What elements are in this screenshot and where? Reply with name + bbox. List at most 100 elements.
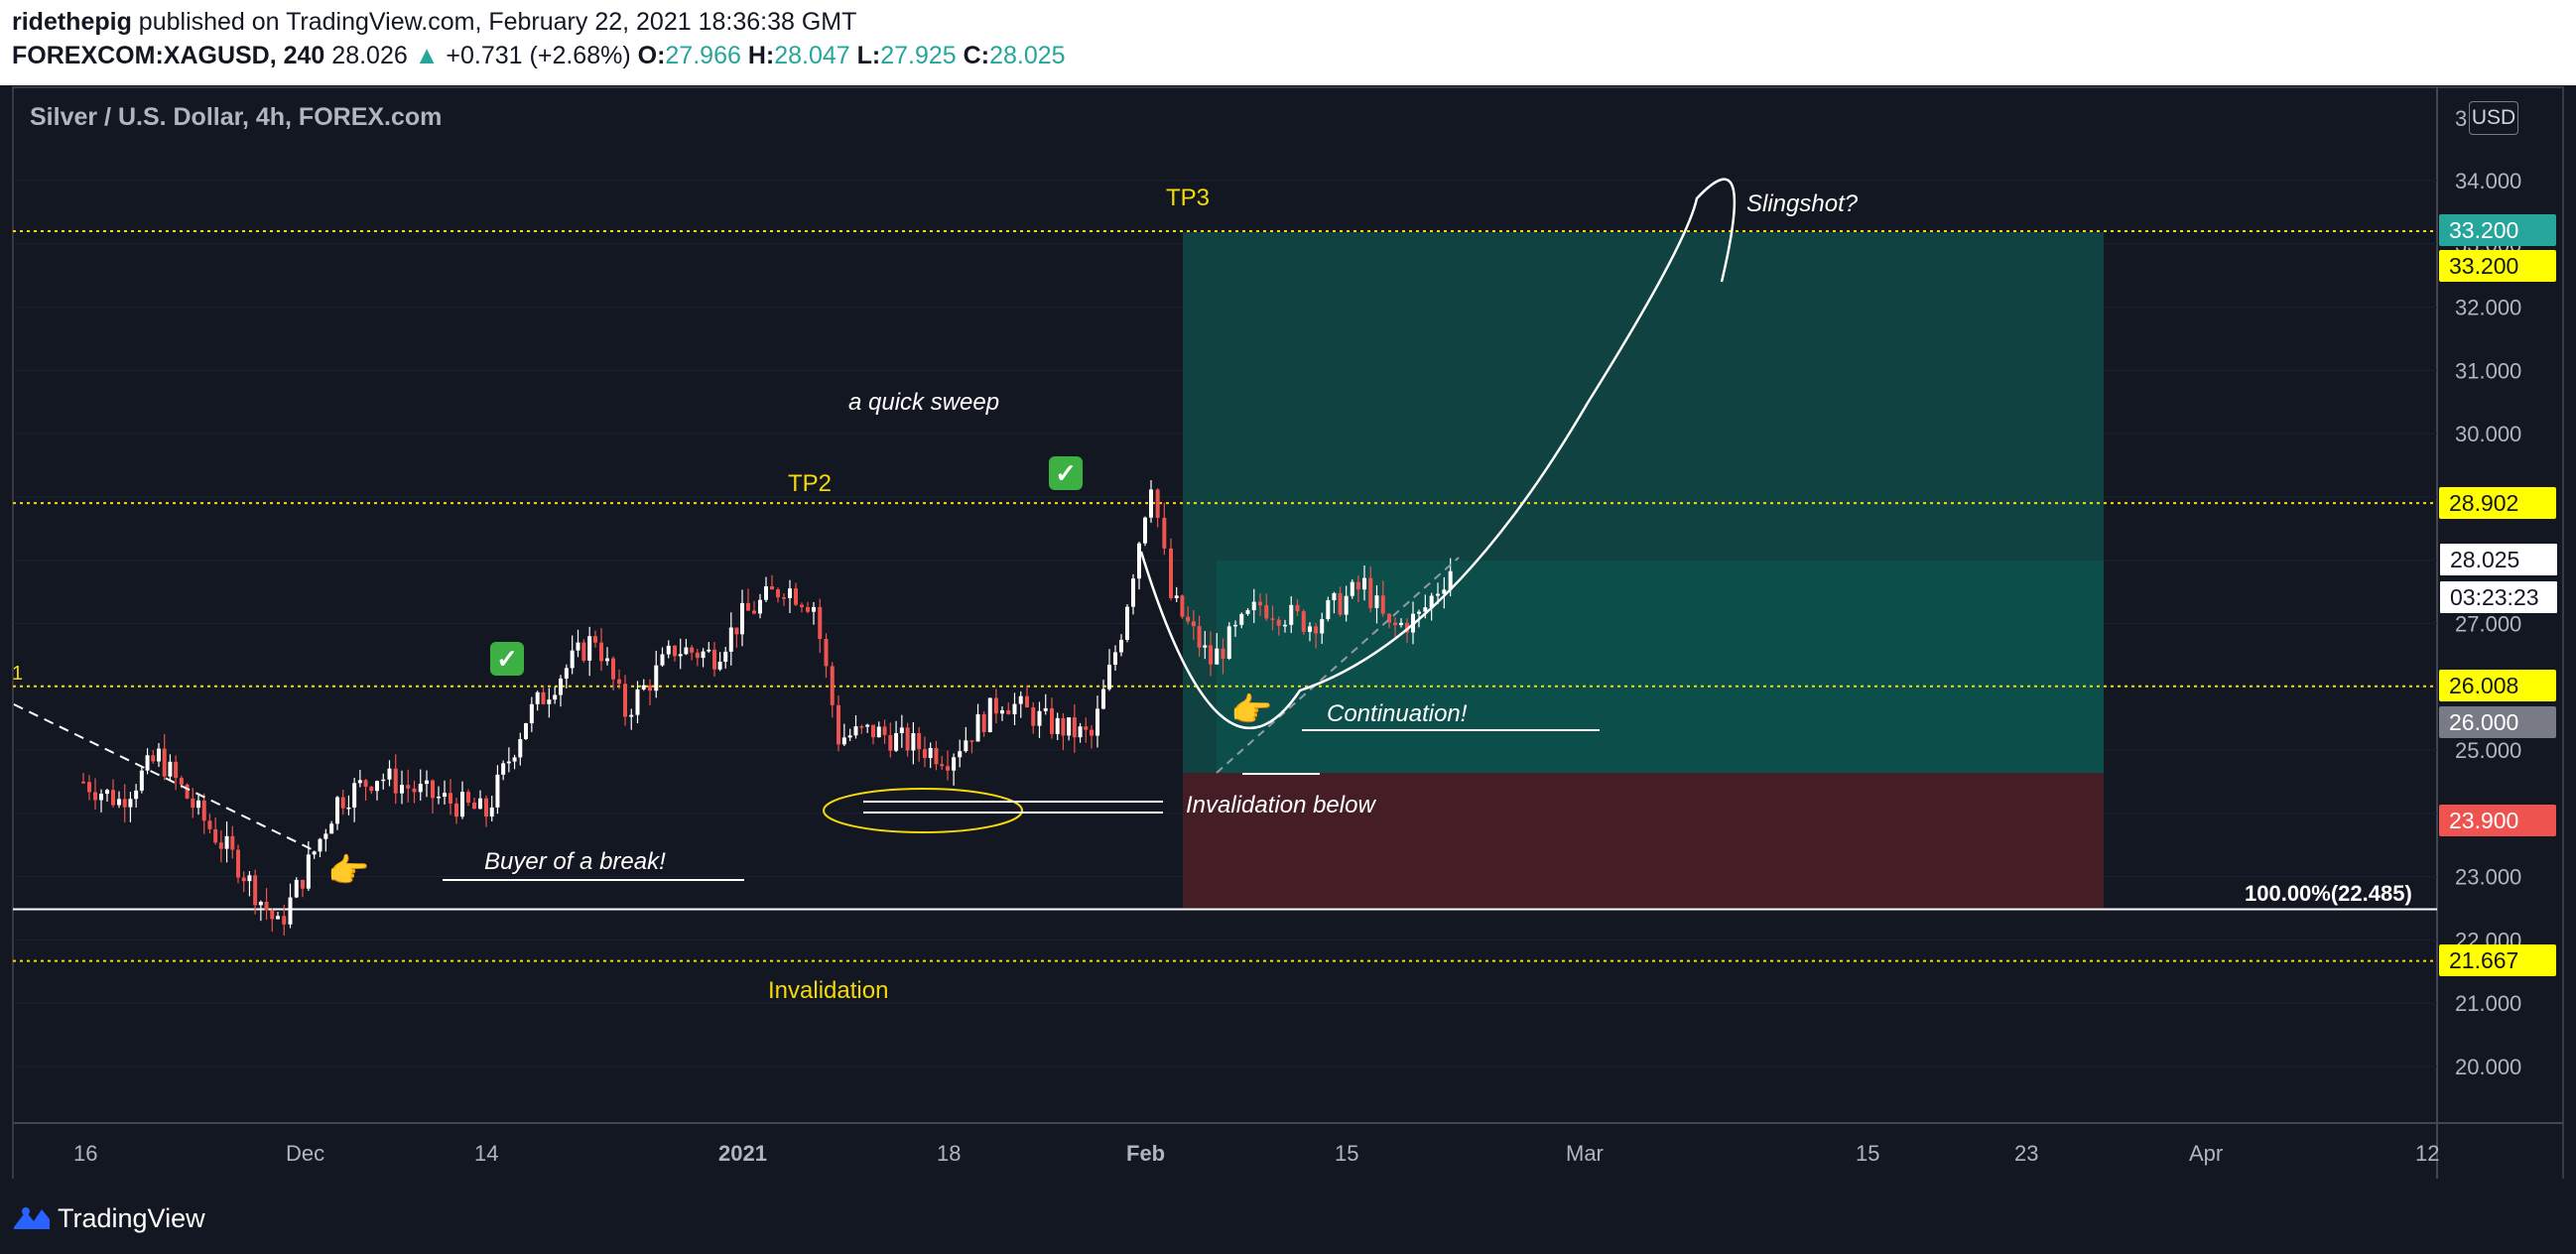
stop-zone [1183, 773, 2104, 908]
candle-body [940, 764, 945, 767]
candle-body [1119, 639, 1123, 653]
candle-body [800, 604, 804, 607]
open-label: O: [637, 42, 666, 69]
candle-body [134, 790, 139, 800]
candle-body [1203, 645, 1208, 648]
tp2-level-tag: 28.902 [2439, 487, 2556, 519]
chart-canvas[interactable]: 334.00033.00032.00031.00030.00029.00028.… [0, 85, 2576, 1179]
candle-body [987, 697, 992, 733]
candle-body [81, 781, 85, 784]
entry-level-tag: 26.008 [2439, 670, 2556, 701]
candle-body [899, 727, 904, 734]
candle-body [1084, 726, 1089, 730]
dashed-channel-line[interactable] [1216, 557, 1460, 774]
candle-body [529, 703, 534, 724]
candle-body [922, 749, 927, 759]
candle-body [1169, 548, 1173, 598]
slingshot-curve[interactable] [1139, 178, 1737, 730]
check-mark-icon: ✓ [490, 642, 524, 676]
candle-body [1067, 717, 1072, 736]
candle-body [218, 842, 223, 849]
candle-body [782, 597, 786, 599]
candle-body [1239, 613, 1244, 625]
candle-body [352, 783, 357, 808]
candle-body [105, 790, 109, 795]
candle-body [812, 606, 816, 612]
candle-body [1055, 717, 1060, 734]
candle-body [723, 651, 728, 662]
author-name[interactable]: ridethepig [12, 8, 132, 36]
time-tick: 12 [2415, 1141, 2440, 1166]
candle-body [1289, 604, 1294, 625]
candle-body [111, 790, 115, 806]
candle-body [431, 780, 435, 799]
candle-body [1006, 709, 1011, 714]
price-tick-label: 21.000 [2455, 991, 2521, 1016]
candle-body [1197, 626, 1202, 648]
candle-body [207, 820, 212, 829]
high-value: 28.047 [774, 42, 850, 69]
price-tick-label: 31.000 [2455, 358, 2521, 383]
candle-body [587, 636, 592, 661]
candle-body [425, 780, 429, 785]
candle-body [443, 793, 447, 797]
candle-body [512, 757, 517, 762]
candle-body [734, 627, 739, 635]
bar-countdown-tag: 03:23:23 [2439, 580, 2558, 614]
candle-body [728, 627, 733, 652]
candle-body [87, 782, 91, 793]
candle-body [270, 910, 275, 920]
candle-body [576, 642, 580, 651]
currency-button[interactable]: USD [2469, 101, 2518, 135]
candle-body [707, 649, 711, 652]
candle-body [495, 774, 500, 808]
time-tick: 18 [937, 1141, 962, 1166]
candle-body [1125, 606, 1129, 640]
candle-body [1061, 717, 1066, 736]
publish-info: published on TradingView.com, February 2… [138, 8, 857, 36]
candle-body [1405, 622, 1409, 633]
candle-body [876, 726, 881, 738]
candle-body [1436, 593, 1440, 596]
candle-body [318, 838, 322, 852]
price-tick-label: 30.000 [2455, 422, 2521, 446]
candle-body [241, 877, 246, 882]
candle-body [764, 586, 768, 600]
candle-body [437, 796, 441, 799]
candle-body [1155, 489, 1160, 518]
tradingview-brand[interactable]: TradingView [12, 1198, 205, 1238]
candle-body [489, 807, 494, 817]
candle-body [911, 733, 916, 751]
candle-body [1387, 613, 1391, 623]
candle-body [1429, 595, 1434, 608]
last-price-tag: 28.025 [2439, 543, 2558, 576]
candle-body [335, 797, 339, 824]
candle-body [357, 780, 362, 784]
candle-body [1393, 622, 1397, 626]
sweep-ellipse[interactable] [823, 788, 1023, 833]
price-tick-label: 32.000 [2455, 296, 2521, 320]
price-series [81, 480, 1453, 936]
candle-body [185, 784, 190, 799]
candle-body [117, 799, 121, 806]
close-label: C: [963, 42, 990, 69]
candle-body [1258, 601, 1262, 606]
time-tick: 2021 [718, 1141, 767, 1166]
pointing-hand-icon: 👉 [1230, 691, 1273, 729]
candle-body [717, 661, 722, 670]
candle-body [794, 588, 798, 605]
candle-body [253, 875, 258, 906]
candle-body [1180, 595, 1185, 617]
stop-price-tag: 23.900 [2439, 805, 2556, 836]
candle-body [179, 778, 184, 785]
candle-body [1374, 595, 1379, 608]
candle-body [641, 685, 646, 690]
horizontal-levels [13, 230, 2437, 962]
candle-body [605, 658, 609, 662]
candle-body [460, 792, 464, 817]
candle-body [1332, 592, 1337, 601]
price-change: +0.731 (+2.68%) [446, 42, 631, 69]
dashed-trendline[interactable] [13, 703, 317, 852]
time-tick: 23 [2014, 1141, 2039, 1166]
candle-body [288, 897, 293, 925]
